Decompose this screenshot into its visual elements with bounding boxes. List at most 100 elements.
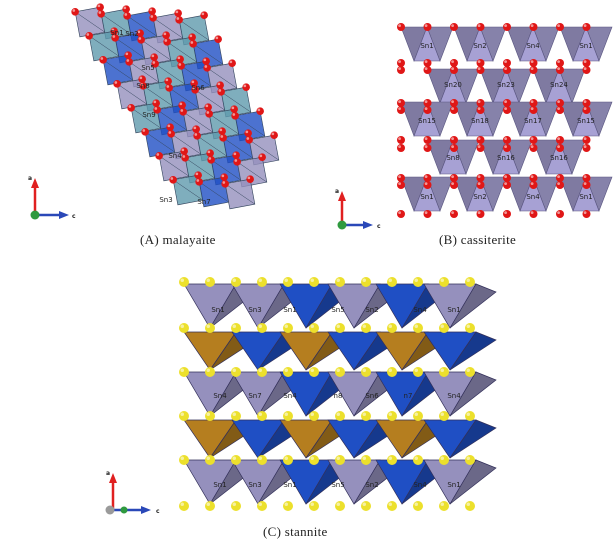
oxygen-atom xyxy=(450,136,458,144)
oxygen-atom xyxy=(582,181,591,189)
oxygen-atom xyxy=(556,144,564,152)
oxygen-atom xyxy=(397,23,405,31)
oxygen-atom xyxy=(270,131,278,139)
oxygen-atom xyxy=(148,7,156,15)
oxygen-atom xyxy=(503,66,511,74)
sulfur-atom xyxy=(387,501,397,511)
octahedron-face xyxy=(466,101,494,137)
oxygen-atom xyxy=(124,51,132,59)
polyhedron-edge xyxy=(169,87,199,109)
oxygen-atom xyxy=(582,210,591,218)
oxygen-atom xyxy=(529,144,538,152)
sulfur-atom xyxy=(283,277,293,287)
sn-site-label: Sn16 xyxy=(497,154,515,162)
oxygen-atom xyxy=(476,59,485,67)
sn-site-label: Sn1 xyxy=(283,306,296,314)
cassiterite-oxygen-atoms xyxy=(397,23,591,218)
octahedron-face xyxy=(413,101,441,137)
sn-site-label: Sn17 xyxy=(524,117,542,125)
sn-site-label: Sn1 xyxy=(110,29,123,37)
sulfur-atom xyxy=(413,277,423,287)
octahedron-face xyxy=(492,139,520,175)
oxygen-atom xyxy=(162,31,170,39)
polyhedron-edge xyxy=(115,37,145,59)
oxygen-atom xyxy=(71,8,79,16)
oxygen-atom xyxy=(153,106,161,114)
oxygen-atom xyxy=(450,66,458,74)
sn-site-label: Sn18 xyxy=(471,117,489,125)
sulfur-atom xyxy=(413,455,423,465)
oxygen-atom xyxy=(219,134,227,142)
polyhedron-edge xyxy=(249,139,279,161)
oxygen-atom xyxy=(450,106,458,114)
polyhedron-edge xyxy=(207,67,237,89)
oxygen-atom xyxy=(423,210,432,218)
sulfur-atom xyxy=(439,501,449,511)
sulfur-atom xyxy=(231,367,241,377)
oxygen-atom xyxy=(450,181,458,189)
sulfur-atom xyxy=(205,501,215,511)
sn-site-label: Sn4 xyxy=(413,306,427,314)
oxygen-atom xyxy=(137,36,145,44)
oxygen-atom xyxy=(423,144,432,152)
sulfur-atom xyxy=(387,323,397,333)
oxygen-atom xyxy=(123,12,131,20)
polyhedron-edge xyxy=(197,135,227,157)
oxygen-atom xyxy=(582,23,591,31)
sulfur-atom xyxy=(465,277,475,287)
sulfur-atom xyxy=(465,455,475,465)
sn-site-label: Sn6 xyxy=(365,392,379,400)
sn-site-label: Sn4 xyxy=(283,392,297,400)
sulfur-atom xyxy=(179,455,189,465)
oxygen-atom xyxy=(191,86,199,94)
oxygen-atom xyxy=(179,108,187,116)
sulfur-atom xyxy=(283,411,293,421)
stannite-structure: Sn1 Sn3 Sn1 Sn5 Sn2 Sn4 Sn1 Sn4 Sn7 Sn4 n8 Sn6 n7 Sn4… xyxy=(105,277,497,515)
oxygen-atom xyxy=(155,152,163,160)
oxygen-atom xyxy=(152,99,160,107)
oxygen-atom xyxy=(217,88,225,96)
sulfur-atom xyxy=(335,367,345,377)
cassiterite-caption: (B) cassiterite xyxy=(439,232,517,247)
oxygen-atom xyxy=(189,40,197,48)
oxygen-atom xyxy=(231,112,239,120)
sn-site-label: Sn4 xyxy=(168,152,182,160)
sn-site-label: Sn4 xyxy=(447,392,461,400)
oxygen-atom xyxy=(529,136,538,144)
polyhedron-edge xyxy=(103,59,133,81)
sulfur-atom xyxy=(309,323,319,333)
sulfur-atom xyxy=(335,323,345,333)
polyhedron-edge xyxy=(131,107,161,129)
oxygen-atom xyxy=(450,23,458,31)
oxygen-atom xyxy=(503,144,511,152)
oxygen-atom xyxy=(503,181,511,189)
sulfur-atom xyxy=(179,277,189,287)
polyhedron-edge xyxy=(223,137,253,159)
oxygen-atom xyxy=(192,125,200,133)
oxygen-atom xyxy=(423,66,432,74)
oxygen-atom xyxy=(204,103,212,111)
oxygen-atom xyxy=(97,10,105,18)
oxygen-atom xyxy=(423,136,432,144)
oxygen-atom xyxy=(256,107,264,115)
sulfur-atom xyxy=(439,367,449,377)
tetrahedron-face xyxy=(449,459,497,505)
polyhedron-edge xyxy=(145,131,175,153)
oxygen-atom xyxy=(149,14,157,22)
oxygen-atom xyxy=(150,53,158,61)
oxygen-atom xyxy=(503,136,511,144)
axis-a-label: a xyxy=(106,470,110,477)
oxygen-atom xyxy=(450,144,458,152)
malayaite-axis-indicator: a c xyxy=(28,175,76,220)
sulfur-atom xyxy=(335,277,345,287)
sulfur-atom xyxy=(231,455,241,465)
sn-site-label: Sn2 xyxy=(473,42,486,50)
oxygen-atom xyxy=(202,57,210,65)
oxygen-atom xyxy=(556,66,564,74)
polyhedron-edge xyxy=(193,43,223,65)
polyhedron-edge xyxy=(155,63,185,85)
stannite-sn-labels: Sn1 Sn3 Sn1 Sn5 Sn2 Sn4 Sn1 Sn4 Sn7 Sn4 n8 Sn6 n7 Sn4… xyxy=(211,306,461,489)
sulfur-atom xyxy=(335,455,345,465)
oxygen-atom xyxy=(113,80,121,88)
oxygen-atom xyxy=(163,38,171,46)
